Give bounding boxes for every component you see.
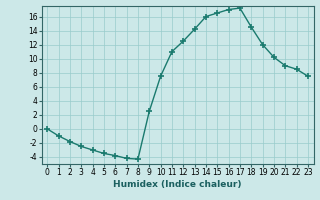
X-axis label: Humidex (Indice chaleur): Humidex (Indice chaleur): [113, 180, 242, 189]
